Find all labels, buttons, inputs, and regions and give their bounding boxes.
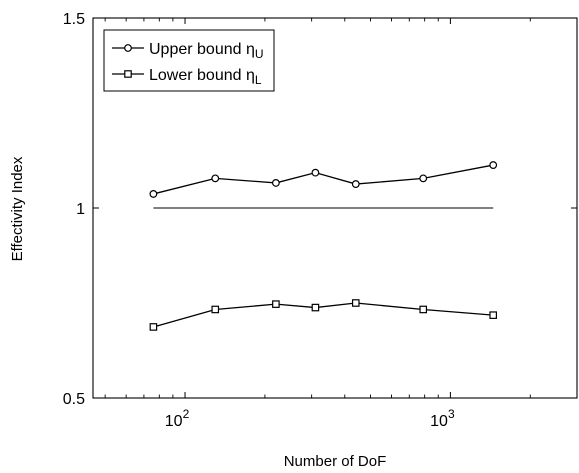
x-axis-label: Number of DoF: [284, 453, 387, 470]
data-point-circle: [311, 168, 320, 177]
x-tick-exponent: 3: [448, 407, 455, 421]
x-tick-label: 102: [165, 407, 190, 430]
legend-box: [103, 29, 275, 92]
legend: Upper bound ηU Lower bound ηL: [103, 29, 275, 92]
legend-lower-sub: L: [255, 73, 262, 87]
series-square: [149, 299, 498, 331]
data-point-square: [311, 303, 320, 312]
data-point-circle: [211, 174, 220, 183]
legend-item-upper-bound: Upper bound ηU: [112, 41, 264, 61]
legend-label-upper: Upper bound ηU: [149, 41, 264, 61]
x-tick-label: 103: [430, 407, 455, 430]
y-axis-label: Effectivity Index: [9, 156, 26, 261]
data-point-circle: [149, 190, 158, 198]
series-circle: [149, 161, 498, 198]
data-point-square: [351, 299, 360, 307]
data-point-square: [149, 323, 158, 331]
legend-marker-square: [124, 70, 132, 78]
data-point-square: [272, 300, 280, 308]
data-point-square: [211, 305, 220, 314]
data-point-square: [489, 311, 498, 319]
legend-upper-symbol: η: [246, 41, 255, 58]
series-group: [149, 161, 498, 331]
x-tick-base: 10: [430, 413, 448, 430]
legend-upper-text: Upper bound: [149, 41, 242, 58]
data-point-circle: [419, 174, 428, 183]
y-tick-label: 1: [76, 201, 85, 218]
legend-lower-text: Lower bound: [149, 67, 242, 84]
x-tick-base: 10: [165, 413, 183, 430]
series-line: [153, 164, 494, 195]
data-point-square: [419, 305, 428, 314]
y-tick-label: 0.5: [63, 391, 85, 408]
data-point-circle: [489, 161, 498, 169]
series-line: [153, 302, 494, 328]
legend-lower-symbol: η: [246, 67, 255, 84]
y-tick-label: 1.5: [63, 11, 85, 28]
x-tick-exponent: 2: [183, 407, 190, 421]
legend-upper-sub: U: [255, 47, 264, 61]
data-point-circle: [351, 180, 360, 188]
legend-marker-circle: [124, 44, 132, 52]
data-point-circle: [271, 179, 280, 187]
legend-item-lower-bound: Lower bound ηL: [112, 67, 262, 87]
legend-label-lower: Lower bound ηL: [149, 67, 262, 87]
